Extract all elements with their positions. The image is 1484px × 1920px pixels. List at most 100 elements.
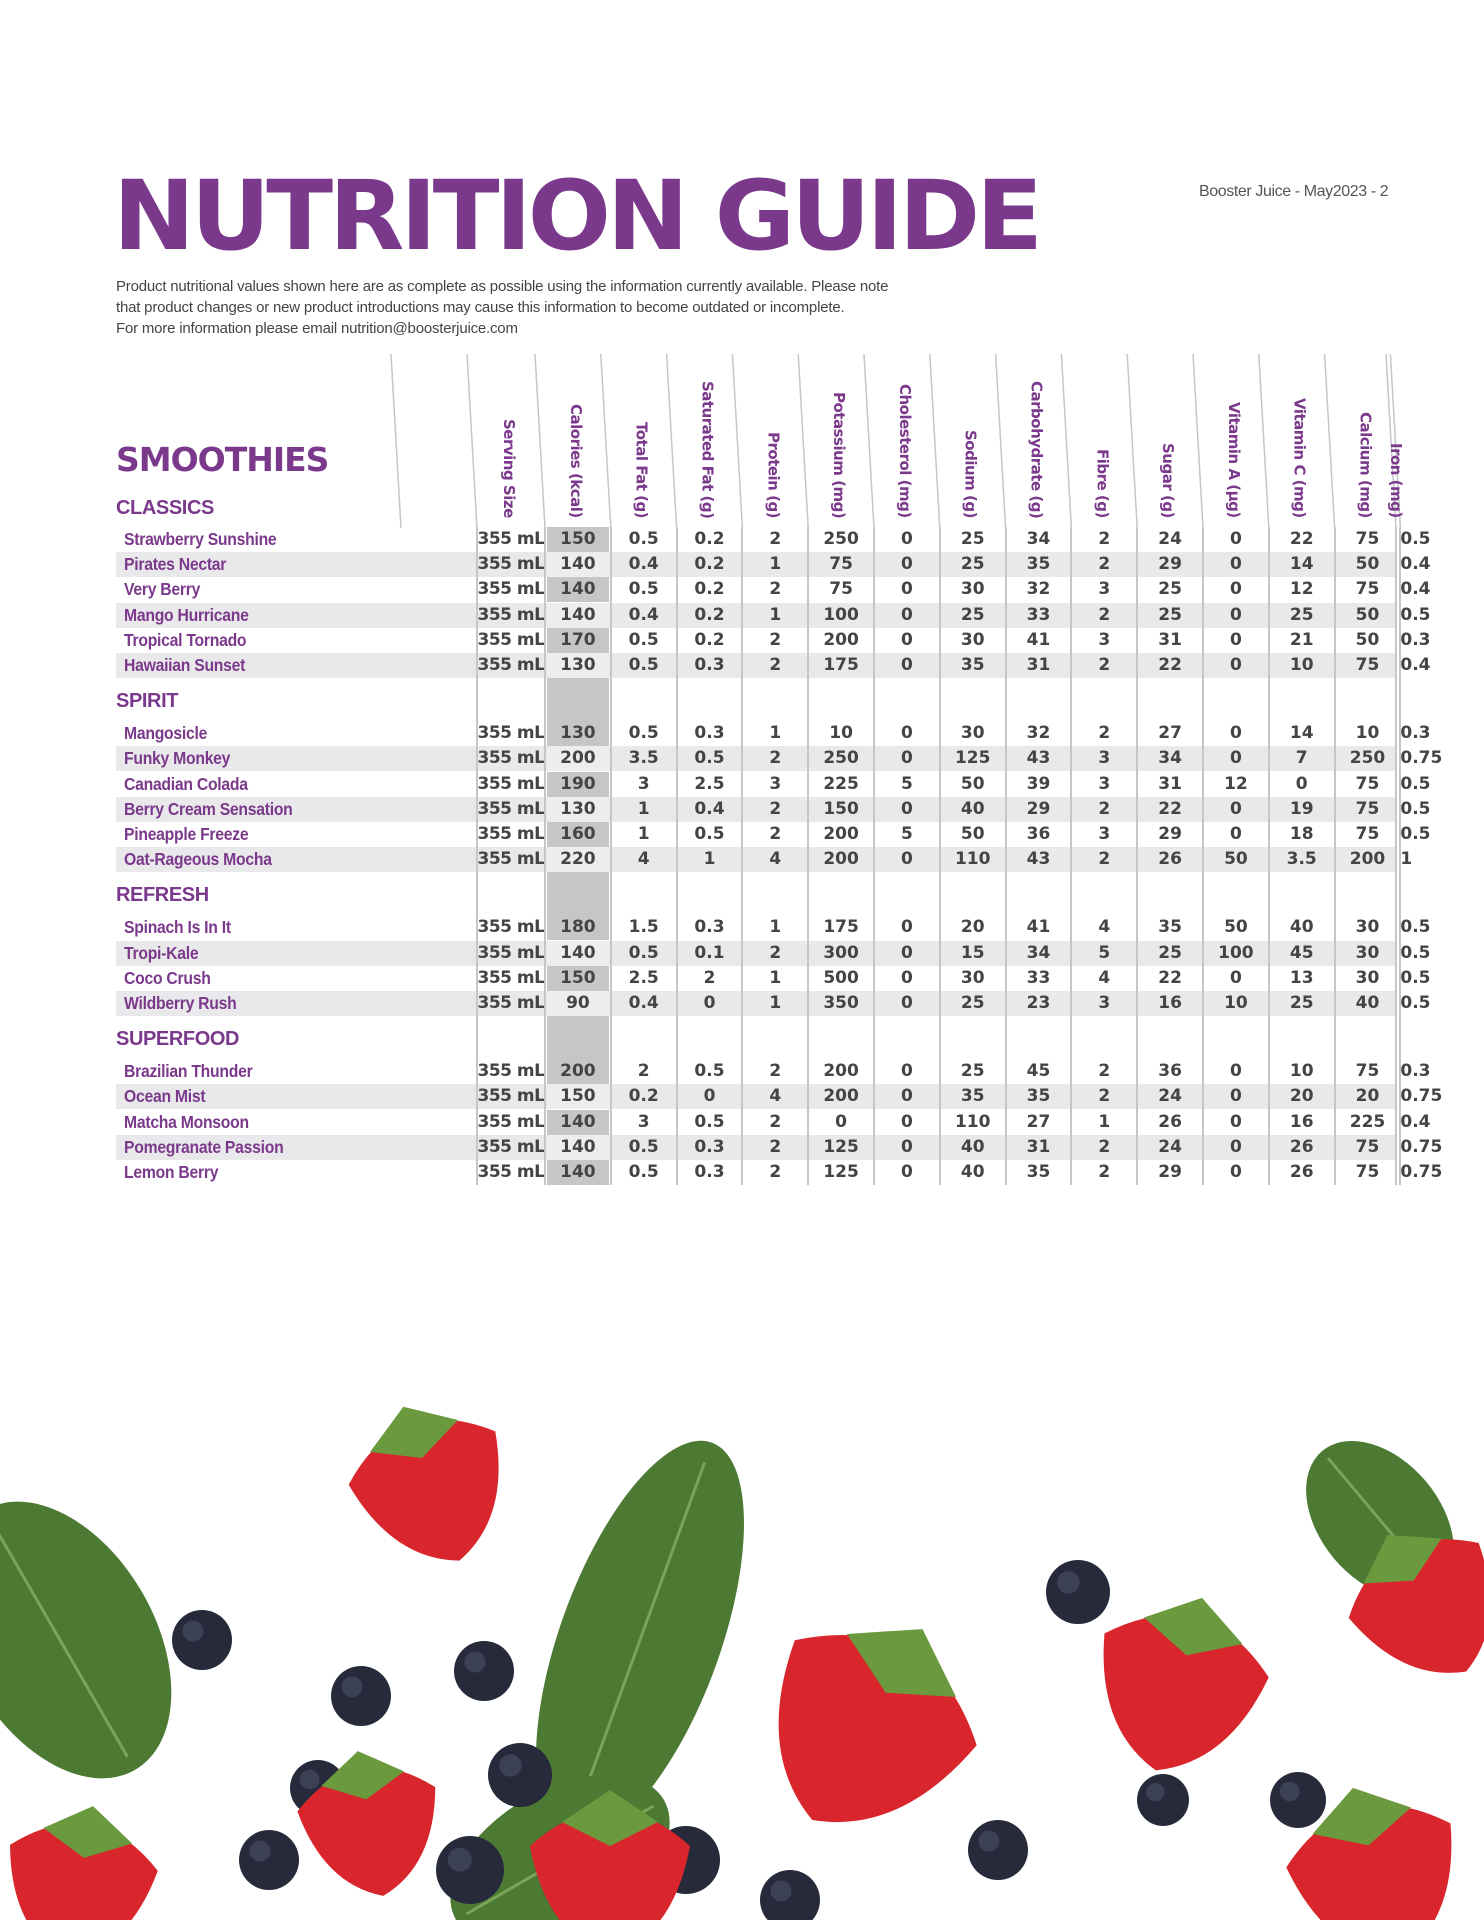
cell-sodium-g: 40 [960,1162,985,1182]
cell-protein-g: 2 [769,798,782,819]
header-divider [665,353,678,528]
strawberry-leaves-icon [1363,1535,1442,1584]
cell-vitamin-a-g: 0 [1229,1162,1242,1182]
column-divider [807,527,810,1186]
cell-sodium-g: 35 [960,655,985,675]
column-header: Saturated Fat (g) [698,380,717,518]
strawberry-icon [348,1419,499,1561]
cell-protein-g: 2 [769,1111,782,1132]
cell-sugar-g: 22 [1158,798,1182,819]
cell-sodium-g: 110 [954,1111,991,1132]
cell-total-fat-g: 0.4 [628,554,659,575]
table-row: Wildberry Rush 355 mL 90 0.4 0 1 350 0 25 23 3 16 10… [116,991,1431,1016]
cell-vitamin-a-g: 0 [1229,967,1242,988]
cell-fibre-g: 3 [1098,773,1111,794]
cell-vitamin-c-mg: 14 [1289,554,1314,575]
cell-vitamin-a-g: 0 [1229,579,1242,600]
cell-vitamin-a-g: 0 [1229,554,1242,575]
header-divider [390,353,402,528]
table-row: Hawaiian Sunset 355 mL 130 0.5 0.3 2 175 0 35 31 2… [116,653,1431,678]
cell-protein-g: 1 [769,554,782,575]
cell-potassium-mg: 10 [829,723,853,744]
cell-iron-mg: 0.3 [1400,629,1431,650]
cell-protein-g: 2 [769,529,782,549]
cell-serving-size: 355 mL [477,1061,545,1082]
cell-iron-mg: 0.5 [1400,993,1431,1013]
blueberry-highlight [299,1769,320,1790]
blueberry-highlight [447,1847,472,1872]
cell-carbohydrate-g: 32 [1026,579,1051,600]
cell-total-fat-g: 0.5 [628,655,659,675]
blueberry-icon [239,1830,299,1890]
cell-serving-size: 355 mL [477,723,545,744]
product-name: Oat-Rageous Mocha [124,849,272,870]
cell-fibre-g: 3 [1098,629,1111,650]
cell-protein-g: 2 [769,629,782,650]
basil-leaf-icon [0,1501,172,1779]
page-info: Booster Juice - May2023 - 2 [1199,183,1389,200]
table-row: Funky Monkey 355 mL 200 3.5 0.5 2 250 0 125 43 3 34… [116,746,1442,772]
column-header: Sugar (g) [1159,443,1178,518]
cell-total-fat-g: 1 [637,798,650,819]
cell-calcium-mg: 30 [1355,917,1380,938]
column-divider [873,527,875,1186]
cell-serving-size: 355 mL [477,629,545,650]
cell-saturated-fat-g: 0.3 [694,1136,725,1157]
product-name: Pirates Nectar [124,554,227,575]
blueberry-highlight [1057,1571,1080,1594]
cell-serving-size: 355 mL [477,798,545,819]
column-header: Carbohydrate (g) [1027,380,1046,518]
blueberry-highlight [1279,1781,1300,1802]
cell-serving-size: 355 mL [477,529,545,549]
header-divider [731,353,744,528]
product-name: Hawaiian Sunset [124,655,246,675]
cell-carbohydrate-g: 41 [1026,917,1051,938]
column-divider [741,527,744,1186]
cell-calcium-mg: 75 [1355,655,1380,675]
cell-protein-g: 4 [769,849,782,870]
cell-fibre-g: 2 [1098,798,1111,819]
column-header: Potassium (mg) [830,391,849,518]
section-heading: SUPERFOOD [116,1028,240,1051]
table-row: Tropi-Kale 355 mL 140 0.5 0.1 2 300 0 15 34 5 25 100… [116,940,1431,966]
cell-vitamin-c-mg: 25 [1289,604,1314,625]
cell-saturated-fat-g: 0 [703,1086,716,1107]
cell-serving-size: 355 mL [477,917,545,938]
cell-fibre-g: 3 [1098,993,1111,1013]
cell-calcium-mg: 75 [1355,824,1380,844]
cell-calories-kcal: 220 [547,847,609,873]
product-name: Ocean Mist [124,1086,206,1107]
cell-fibre-g: 2 [1098,849,1111,870]
cell-protein-g: 2 [769,824,782,844]
cell-iron-mg: 0.75 [1400,1136,1443,1157]
blueberry-icon [436,1836,504,1904]
cell-fibre-g: 2 [1098,723,1111,744]
cell-sugar-g: 29 [1158,1162,1182,1182]
cell-fibre-g: 2 [1098,554,1111,575]
cell-total-fat-g: 0.4 [628,993,659,1013]
table-row: Canadian Colada 355 mL 190 3 2.5 3 225 5 50 39 3 31… [116,771,1431,797]
cell-cholesterol-mg: 0 [900,942,913,963]
column-divider [544,527,546,1186]
cell-sugar-g: 26 [1158,1111,1182,1132]
cell-cholesterol-mg: 0 [900,917,913,938]
strawberry-leaves-icon [562,1790,658,1846]
cell-calcium-mg: 40 [1355,993,1380,1013]
cell-cholesterol-mg: 0 [900,1136,913,1157]
cell-protein-g: 1 [769,967,782,988]
cell-carbohydrate-g: 23 [1026,993,1051,1013]
cell-saturated-fat-g: 0.3 [694,1162,725,1182]
cell-calories-kcal: 140 [547,577,609,603]
cell-cholesterol-mg: 0 [900,1061,913,1082]
cell-fibre-g: 4 [1098,967,1111,988]
cell-cholesterol-mg: 0 [900,1111,913,1132]
blueberry-icon [1270,1772,1326,1828]
cell-vitamin-c-mg: 7 [1295,748,1308,769]
header-divider [1389,353,1402,528]
cell-calcium-mg: 75 [1355,579,1380,600]
cell-vitamin-a-g: 12 [1224,773,1248,794]
cell-protein-g: 2 [769,942,782,963]
cell-calcium-mg: 75 [1355,798,1380,819]
cell-calcium-mg: 75 [1355,1136,1380,1157]
cell-vitamin-c-mg: 21 [1289,629,1314,650]
